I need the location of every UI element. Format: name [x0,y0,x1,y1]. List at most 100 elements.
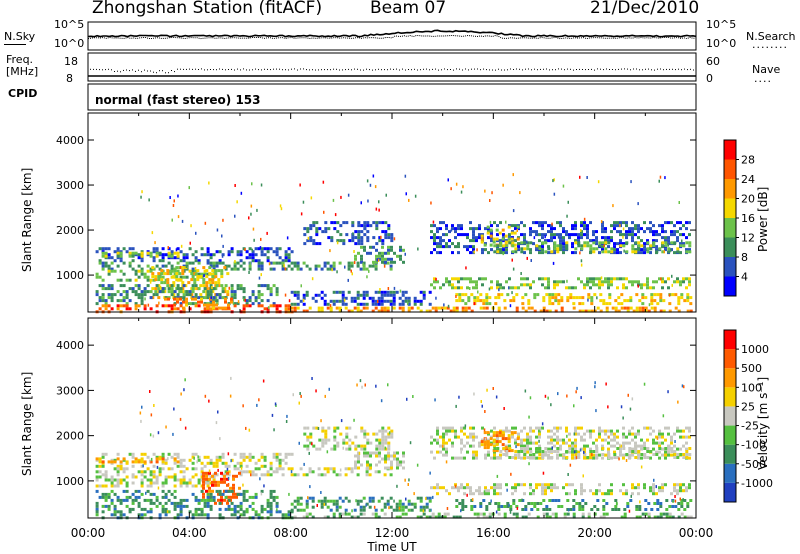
nave-dot [177,68,178,70]
nave-dot [309,69,310,71]
nave-tick-top: 60 [706,55,720,68]
colorbar-tick-label: -1000 [741,477,773,490]
nave-dot [540,68,541,70]
x-tick-label: 16:00 [476,526,511,540]
nave-dot [588,69,589,70]
velocity-y-axis-label: Slant Range [km] [20,371,34,476]
nave-dot [651,69,652,71]
nave-dot [402,68,403,70]
nave-dot [609,69,610,70]
colorbar-tick-label: -100 [741,439,766,452]
nave-dot [360,69,361,71]
echo-band-13 [455,499,693,511]
nave-dot [210,69,211,70]
nave-dot [543,68,544,70]
nave-dot [282,69,283,71]
nave-dot [270,69,271,71]
nave-dot [174,71,175,73]
echo-band-3 [95,475,216,488]
colorbar-segment [724,425,736,445]
nave-dot [408,69,409,70]
nave-dot [474,68,475,70]
nave-dot [552,69,553,71]
freq-tick-bottom: 8 [66,72,73,85]
station-title: Zhongshan Station (fitACF) [92,0,323,18]
nave-dot [453,69,454,71]
colorbar-segment [724,444,736,464]
power-y-axis-label: Slant Range [km] [20,167,34,272]
nave-dot [102,69,103,71]
nave-dot [591,68,592,70]
y-tick-label: 3000 [56,384,84,397]
nave-dot [582,69,583,70]
nave-label: Nave [752,63,781,76]
nave-dot [222,68,223,70]
nave-dot [657,68,658,70]
nave-dot [219,68,220,70]
nave-dot [348,68,349,70]
nave-dot [507,69,508,71]
nave-dot [297,69,298,71]
nave-dot [207,69,208,71]
y-tick-label: 3000 [56,179,84,192]
nave-dot [522,69,523,71]
nave-dot [300,68,301,70]
nave-dot [285,69,286,71]
nave-dot [480,69,481,71]
nave-dot [384,69,385,71]
y-tick-label: 4000 [56,134,84,147]
echo-band-5 [95,284,279,306]
colorbar-frame [723,329,737,503]
nave-dot [231,68,232,70]
x-tick-label: 00:00 [71,526,106,540]
nave-dot [531,69,532,71]
nave-dot [405,69,406,71]
nave-dot [615,69,616,71]
nave-dot [606,68,607,70]
colorbar-segment [724,218,736,238]
nave-dot [513,69,514,70]
colorbar-segment [724,276,736,296]
echo-band-15 [290,306,693,313]
nave-dot [426,68,427,70]
nave-dot [396,68,397,70]
nave-dot [519,68,520,70]
echo-speckle [140,173,683,310]
nave-dot [372,69,373,71]
colorbar-segment [724,482,736,502]
colorbar-segment [724,463,736,483]
nave-dot [675,69,676,71]
nave-dot [357,68,358,70]
nave-dot [336,68,337,70]
nave-dot [321,69,322,71]
nave-dot [663,69,664,71]
nave-dot [339,69,340,71]
nave-dot [156,72,157,74]
nave-dot [444,68,445,70]
nave-dot [240,69,241,71]
nave-dot [291,68,292,70]
nave-dot [141,71,142,73]
echo-band-0 [95,247,294,263]
nave-dot [378,68,379,70]
nave-dot [498,68,499,70]
nave-dot [351,69,352,71]
x-axis-label: Time UT [366,540,417,554]
x-axis: 00:00 04:00 08:00 12:00 16:00 20:00 00:00 [71,526,714,540]
beam-label: Beam 07 [370,0,447,18]
nave-dot [195,68,196,70]
nsearch-line [87,34,697,40]
cpid-panel [87,83,697,111]
nave-dot [306,69,307,71]
echo-band-14 [455,293,693,306]
nave-dot [165,72,166,74]
echo-band-7 [303,426,394,451]
nave-dot [462,69,463,71]
nave-dot [570,68,571,70]
nave-dot [435,68,436,70]
nave-dot [636,68,637,70]
nave-dot [117,70,118,72]
nave-dot [261,69,262,71]
power-panel: 1000 2000 3000 4000 4 8 12 16 20 24 28 [56,112,755,314]
